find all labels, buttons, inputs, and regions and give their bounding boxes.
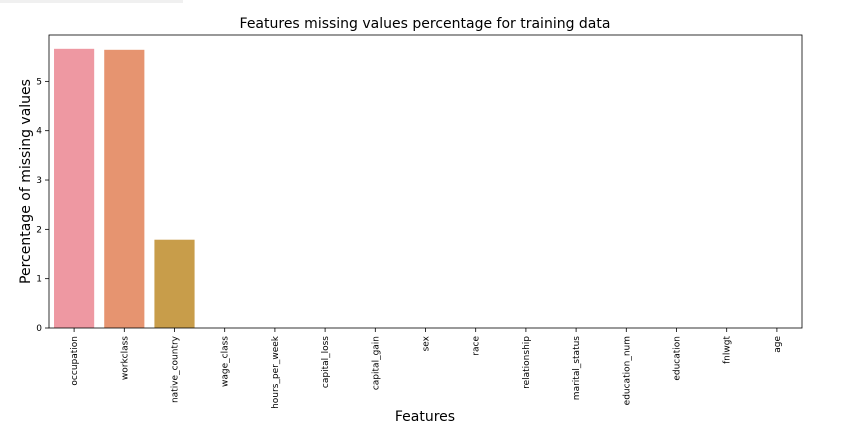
y-axis-ticks: 0 1 2 3 4 5	[36, 77, 49, 334]
x-tick-label: capital_loss	[321, 336, 331, 388]
x-tick-label: race	[472, 336, 482, 356]
x-axis-label: Features	[395, 409, 455, 425]
x-tick-label: workclass	[120, 336, 130, 380]
x-tick-label: hours_per_week	[271, 335, 281, 409]
y-tick-label: 0	[36, 324, 42, 334]
y-axis-label: Percentage of missing values	[18, 79, 34, 284]
bar-native-country	[154, 239, 195, 328]
chart-title: Features missing values percentage for t…	[240, 16, 611, 32]
x-tick-label: occupation	[70, 336, 80, 386]
y-tick-label: 1	[36, 275, 42, 285]
x-tick-label: education	[673, 336, 683, 381]
x-tick-label: fnlwgt	[723, 336, 733, 364]
bar-workclass	[104, 49, 145, 329]
x-axis-ticks: occupation workclass native_country wage_cl…	[70, 328, 783, 409]
x-tick-label: native_country	[171, 335, 181, 403]
x-tick-label: marital_status	[572, 336, 582, 400]
y-tick-label: 5	[36, 77, 42, 87]
y-tick-label: 3	[36, 176, 42, 186]
x-tick-label: wage_class	[221, 336, 231, 387]
bars-layer	[54, 48, 195, 329]
y-tick-label: 2	[36, 225, 42, 235]
x-tick-label: age	[773, 336, 783, 353]
y-tick-label: 4	[36, 127, 42, 137]
bar-occupation	[54, 48, 95, 329]
x-tick-label: sex	[422, 335, 432, 351]
x-tick-label: relationship	[522, 336, 532, 389]
plot-frame	[48, 34, 803, 329]
top-edge-strip	[0, 0, 183, 3]
x-tick-label: capital_gain	[371, 336, 381, 390]
x-tick-label: education_num	[622, 336, 632, 405]
